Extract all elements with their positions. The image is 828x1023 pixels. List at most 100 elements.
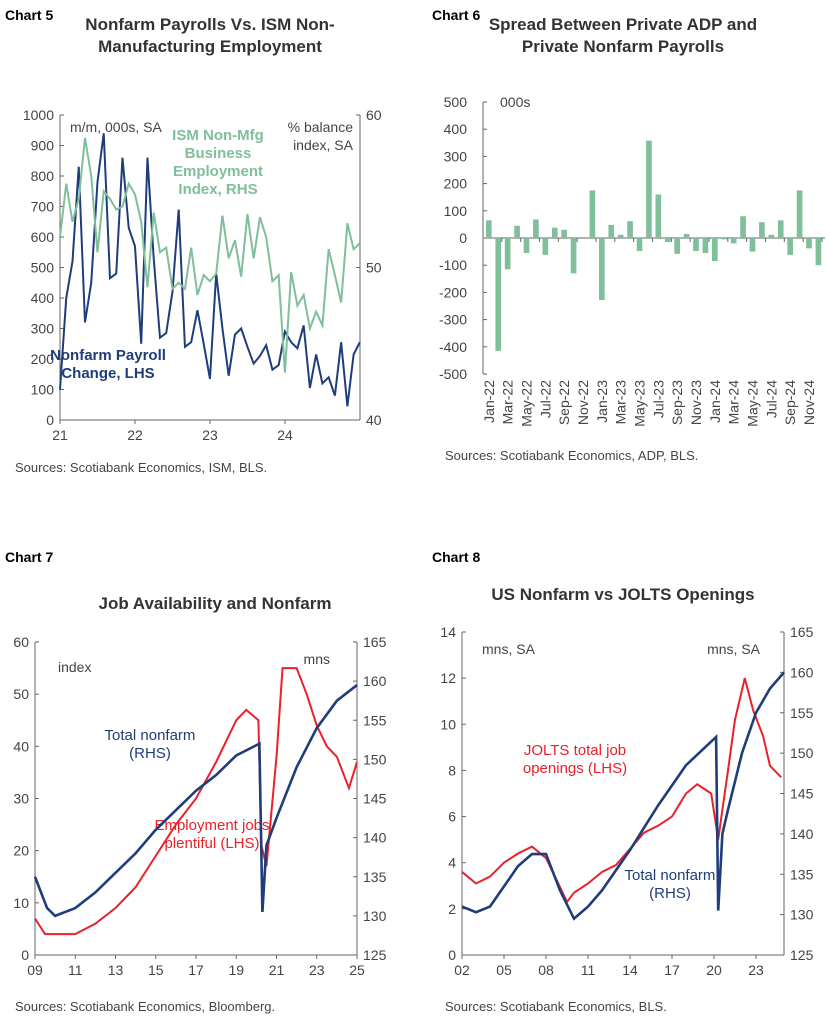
left-tick-label: 2 bbox=[448, 901, 456, 917]
right-tick-label: 130 bbox=[363, 908, 387, 924]
bar-Dec-22 bbox=[589, 190, 596, 238]
x-tick-label: 21 bbox=[269, 962, 285, 978]
series-line-0 bbox=[461, 677, 782, 904]
x-tick-label: May-23 bbox=[631, 380, 647, 427]
right-tick-label: 165 bbox=[363, 634, 387, 650]
x-tick-label: 13 bbox=[108, 962, 124, 978]
x-tick-label: Jan-23 bbox=[594, 380, 610, 423]
y-tick-label: 0 bbox=[459, 230, 467, 246]
x-tick-label: May-24 bbox=[744, 380, 760, 427]
right-tick-label: 125 bbox=[363, 947, 387, 963]
chart-label: Chart 7 bbox=[5, 549, 53, 565]
right-tick-label: 145 bbox=[363, 791, 387, 807]
right-tick-label: 135 bbox=[363, 869, 387, 885]
x-tick-label: 21 bbox=[52, 427, 68, 443]
bar-Mar-22 bbox=[504, 238, 511, 270]
left-tick-label: 12 bbox=[440, 670, 456, 686]
x-tick-label: May-22 bbox=[518, 380, 534, 427]
right-tick-label: 155 bbox=[790, 705, 814, 721]
x-tick-label: 25 bbox=[349, 962, 365, 978]
unit-label: 000s bbox=[500, 94, 530, 110]
x-tick-label: 11 bbox=[68, 962, 83, 978]
series-label: Employment jobs bbox=[154, 817, 269, 834]
bar-Dec-24 bbox=[815, 238, 822, 266]
right-tick-label: 160 bbox=[790, 664, 814, 680]
right-unit-label: % balance bbox=[288, 119, 354, 135]
series-label: (RHS) bbox=[129, 745, 171, 762]
series-label: Business bbox=[185, 145, 252, 162]
left-unit-label: mns, SA bbox=[482, 641, 536, 657]
y-tick-label: -100 bbox=[439, 257, 467, 273]
source-note: Sources: Scotiabank Economics, ADP, BLS. bbox=[445, 448, 698, 463]
x-tick-label: Jul-23 bbox=[650, 380, 666, 418]
x-tick-label: 09 bbox=[27, 962, 43, 978]
bar-Jun-22 bbox=[533, 219, 539, 238]
y-tick-label: -500 bbox=[439, 366, 467, 382]
right-tick-label: 145 bbox=[790, 786, 814, 802]
left-tick-label: 6 bbox=[448, 809, 456, 825]
x-tick-label: Jul-24 bbox=[763, 380, 779, 418]
bar-Nov-23 bbox=[693, 238, 699, 252]
x-tick-label: Mar-24 bbox=[726, 380, 742, 425]
right-tick-label: 140 bbox=[363, 830, 387, 846]
bar-Jun-23 bbox=[646, 140, 652, 238]
x-tick-label: Nov-22 bbox=[575, 380, 591, 425]
chart-title: Job Availability and Nonfarm bbox=[98, 594, 331, 613]
bar-Sep-24 bbox=[787, 238, 793, 255]
bar-Oct-24 bbox=[796, 190, 803, 238]
series-label: Employment bbox=[173, 163, 263, 180]
y-tick-label: -300 bbox=[439, 312, 467, 328]
y-tick-label: -400 bbox=[439, 339, 467, 355]
x-tick-label: 23 bbox=[748, 962, 764, 978]
left-tick-label: 300 bbox=[31, 321, 55, 337]
chart-title: Nonfarm Payrolls Vs. ISM Non- bbox=[85, 15, 334, 34]
series-label: Total nonfarm bbox=[105, 727, 196, 744]
x-tick-label: 24 bbox=[277, 427, 293, 443]
bar-Jan-23 bbox=[599, 238, 605, 301]
left-tick-label: 200 bbox=[31, 351, 55, 367]
right-tick-label: 60 bbox=[366, 107, 382, 123]
bar-Mar-24 bbox=[730, 238, 737, 244]
chart-title: Spread Between Private ADP and bbox=[489, 15, 757, 34]
source-note: Sources: Scotiabank Economics, ISM, BLS. bbox=[15, 460, 267, 475]
left-tick-label: 0 bbox=[21, 947, 29, 963]
x-tick-label: 17 bbox=[664, 962, 680, 978]
left-tick-label: 1000 bbox=[23, 107, 54, 123]
x-tick-label: 23 bbox=[309, 962, 325, 978]
x-tick-label: 05 bbox=[496, 962, 512, 978]
right-tick-label: 150 bbox=[790, 745, 814, 761]
left-tick-label: 50 bbox=[13, 686, 29, 702]
y-tick-label: 300 bbox=[444, 148, 468, 164]
x-tick-label: 23 bbox=[202, 427, 218, 443]
right-tick-label: 160 bbox=[363, 673, 387, 689]
left-tick-label: 40 bbox=[13, 738, 29, 754]
series-label: JOLTS total job bbox=[524, 742, 626, 759]
bar-Sep-22 bbox=[561, 229, 567, 238]
series-line-0 bbox=[34, 667, 358, 936]
bar-Apr-23 bbox=[627, 221, 633, 238]
series-label: (RHS) bbox=[649, 885, 691, 902]
right-tick-label: 165 bbox=[790, 624, 814, 640]
x-tick-label: Jan-24 bbox=[707, 380, 723, 423]
series-line-1 bbox=[33, 684, 358, 918]
series-label: plentiful (LHS) bbox=[164, 835, 259, 852]
left-tick-label: 0 bbox=[448, 947, 456, 963]
y-tick-label: 100 bbox=[444, 203, 468, 219]
x-tick-label: Nov-23 bbox=[688, 380, 704, 425]
right-tick-label: 50 bbox=[366, 260, 382, 276]
series-label: Change, LHS bbox=[61, 365, 154, 382]
bar-Mar-23 bbox=[617, 234, 624, 238]
y-tick-label: 500 bbox=[444, 94, 468, 110]
bar-Apr-24 bbox=[740, 216, 746, 238]
right-unit-label: mns, SA bbox=[707, 641, 761, 657]
bar-May-24 bbox=[749, 238, 756, 252]
left-tick-label: 700 bbox=[31, 199, 55, 215]
left-tick-label: 30 bbox=[13, 791, 29, 807]
series-line-1 bbox=[59, 137, 361, 373]
bar-Dec-23 bbox=[702, 238, 709, 253]
x-tick-label: 22 bbox=[127, 427, 143, 443]
bar-Jan-22 bbox=[486, 220, 492, 238]
left-unit-label: index bbox=[58, 659, 91, 675]
